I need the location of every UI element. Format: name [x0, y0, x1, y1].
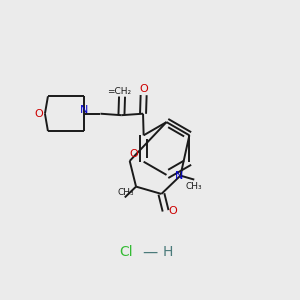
Text: =CH₂: =CH₂ [107, 87, 131, 96]
Text: CH₃: CH₃ [185, 182, 202, 191]
Text: O: O [34, 109, 43, 119]
Text: O: O [169, 206, 178, 216]
Text: H: H [163, 245, 173, 259]
Text: O: O [129, 149, 138, 159]
Text: O: O [139, 84, 148, 94]
Text: Cl: Cl [119, 245, 133, 259]
Text: N: N [175, 171, 183, 181]
Text: CH₃: CH₃ [118, 188, 135, 196]
Text: —: — [142, 244, 158, 260]
Text: N: N [80, 105, 88, 115]
